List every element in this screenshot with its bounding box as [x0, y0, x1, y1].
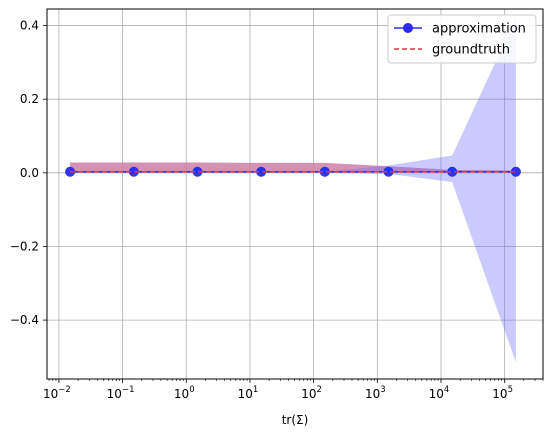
legend-box — [387, 14, 537, 64]
x-tick-label: 102 — [301, 385, 322, 401]
x-tick-label: 103 — [365, 385, 386, 401]
axis-ticks: 10−2 10−1 100 101 102 103 104 105 0.4 0.2 0.0 −0.2 −… — [10, 19, 544, 401]
y-tick-label: −0.4 — [10, 313, 39, 327]
legend-marker-approximation — [403, 23, 413, 33]
y-tick-label: 0.0 — [20, 166, 39, 180]
legend-label-approximation: approximation — [432, 22, 526, 37]
band-0 — [70, 162, 516, 172]
x-tick-label: 100 — [174, 385, 195, 401]
confidence-bands — [70, 18, 516, 363]
x-tick-label: 10−1 — [107, 385, 135, 401]
x-tick-label: 101 — [238, 385, 259, 401]
plot-frame — [46, 8, 544, 380]
x-tick-label: 105 — [492, 385, 513, 401]
legend-label-groundtruth: groundtruth — [432, 43, 510, 58]
x-tick-label: 10−2 — [43, 385, 71, 401]
legend: approximation groundtruth — [387, 14, 537, 64]
y-tick-label: 0.4 — [20, 19, 39, 33]
x-tick-label: 104 — [429, 385, 450, 401]
y-tick-label: −0.2 — [10, 239, 39, 253]
series-markers — [65, 166, 521, 177]
grid — [47, 9, 543, 379]
y-tick-label: 0.2 — [20, 92, 39, 106]
x-axis-label: tr(Σ) — [282, 413, 309, 427]
